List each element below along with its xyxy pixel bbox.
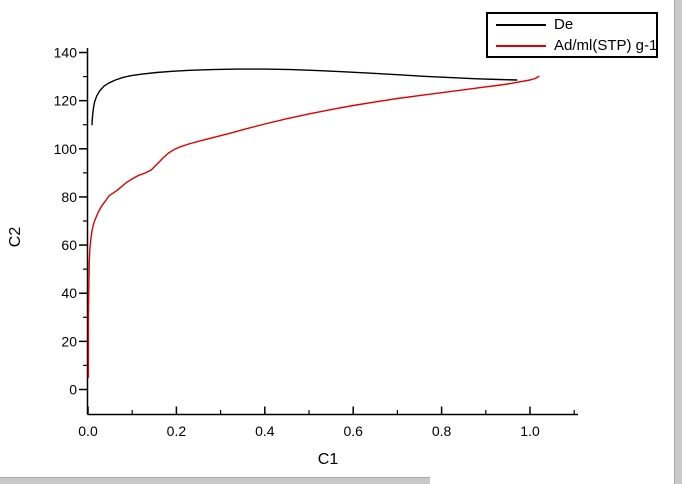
vertical-scrollbar[interactable] (674, 0, 682, 484)
y-tick-label: 100 (54, 141, 78, 157)
y-tick-label: 0 (69, 382, 77, 398)
y-tick-label: 20 (61, 333, 77, 349)
legend-line-sample (496, 23, 546, 26)
horizontal-scrollbar[interactable] (0, 477, 430, 484)
y-tick-label: 140 (54, 45, 78, 61)
legend-item-0: De (488, 14, 656, 35)
x-tick-label: 0.6 (343, 423, 363, 439)
x-tick-label: 0.8 (432, 423, 452, 439)
y-tick-label: 80 (61, 189, 77, 205)
curves (87, 68, 540, 379)
x-tick-label: 0.2 (167, 423, 187, 439)
legend-label: De (554, 16, 574, 33)
y-tick-label: 40 (61, 285, 77, 301)
series-line-1 (87, 75, 540, 379)
x-axis-label: C1 (318, 451, 339, 468)
x-tick-label: 0.0 (78, 423, 98, 439)
y-axis-label: C2 (7, 227, 24, 248)
legend-item-1: Ad/ml(STP) g-1 (488, 35, 658, 56)
y-tick-label: 120 (54, 93, 78, 109)
x-tick-label: 1.0 (520, 423, 540, 439)
axes: 0.0 0.2 0.4 0.6 0.8 1.0 0 20 40 60 80 100 120 140 (54, 45, 578, 439)
x-tick-label: 0.4 (255, 423, 275, 439)
y-tick-label: 60 (61, 237, 77, 253)
series-line-0 (91, 68, 518, 126)
legend-line-sample (496, 44, 546, 47)
legend-label: Ad/ml(STP) g-1 (554, 37, 658, 54)
legend: De Ad/ml(STP) g-1 (486, 12, 658, 58)
